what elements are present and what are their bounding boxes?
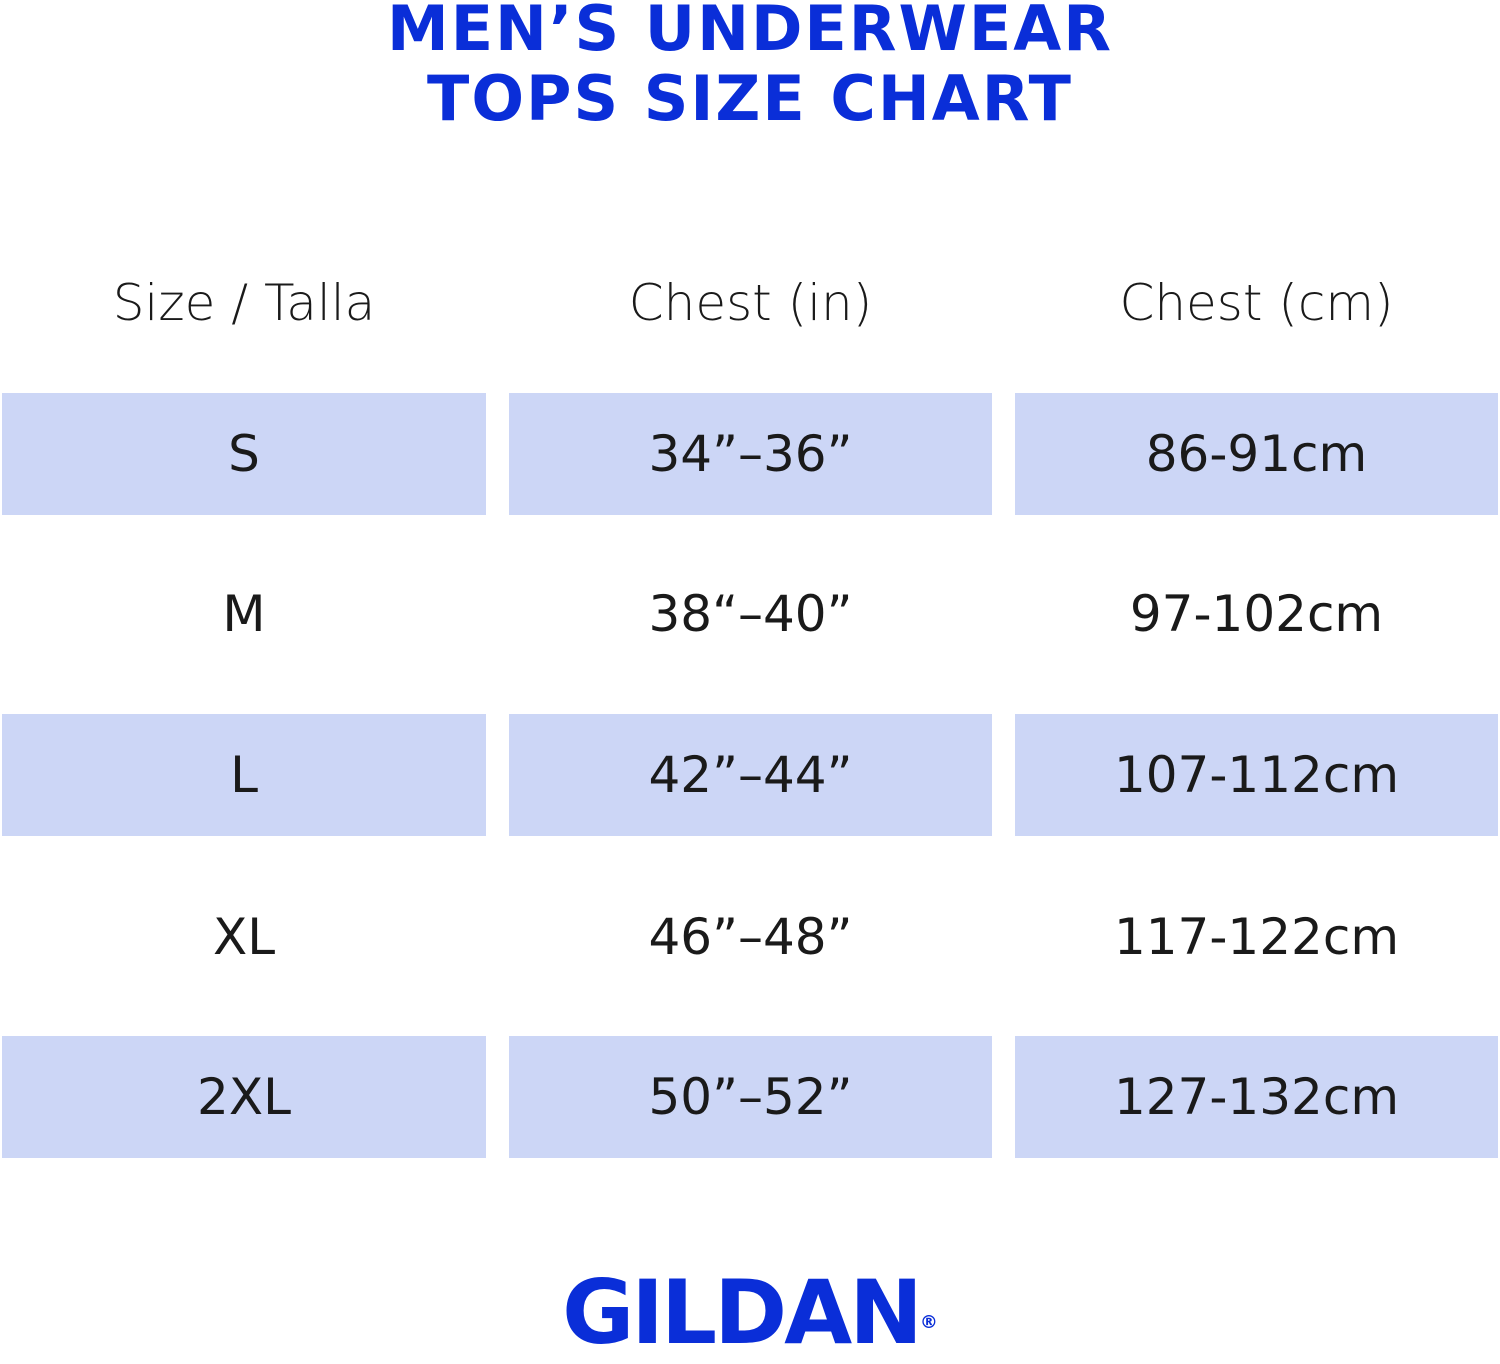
- gildan-logo: GILDAN®: [0, 1268, 1500, 1358]
- table-cell-chest-cm: 97-102cm: [1129, 585, 1384, 643]
- table-cell-chest-cm: 127-132cm: [1015, 1036, 1498, 1158]
- title-line-2: TOPS SIZE CHART: [427, 62, 1073, 135]
- registered-mark: ®: [919, 1312, 938, 1333]
- table-cell-chest-in: 46”–48”: [648, 908, 853, 966]
- title-line-1: MEN’S UNDERWEAR: [387, 0, 1113, 65]
- table-cell-chest-cm: 86-91cm: [1015, 393, 1498, 515]
- table-cell-chest-in: 34”–36”: [509, 393, 992, 515]
- table-cell-chest-cm: 107-112cm: [1015, 714, 1498, 836]
- header-chest-in: Chest (in): [628, 274, 873, 332]
- table-cell-size: L: [2, 714, 486, 836]
- table-cell-chest-in: 42”–44”: [509, 714, 992, 836]
- table-cell-chest-cm: 117-122cm: [1113, 908, 1400, 966]
- table-cell-chest-in: 50”–52”: [509, 1036, 992, 1158]
- table-cell-size: XL: [212, 908, 276, 966]
- header-chest-cm: Chest (cm): [1119, 274, 1394, 332]
- logo-text: GILDAN: [562, 1261, 923, 1364]
- table-cell-size: S: [2, 393, 486, 515]
- table-cell-chest-in: 38“–40”: [648, 585, 853, 643]
- table-cell-size: M: [222, 585, 266, 643]
- table-cell-size: 2XL: [2, 1036, 486, 1158]
- header-size: Size / Talla: [112, 274, 376, 332]
